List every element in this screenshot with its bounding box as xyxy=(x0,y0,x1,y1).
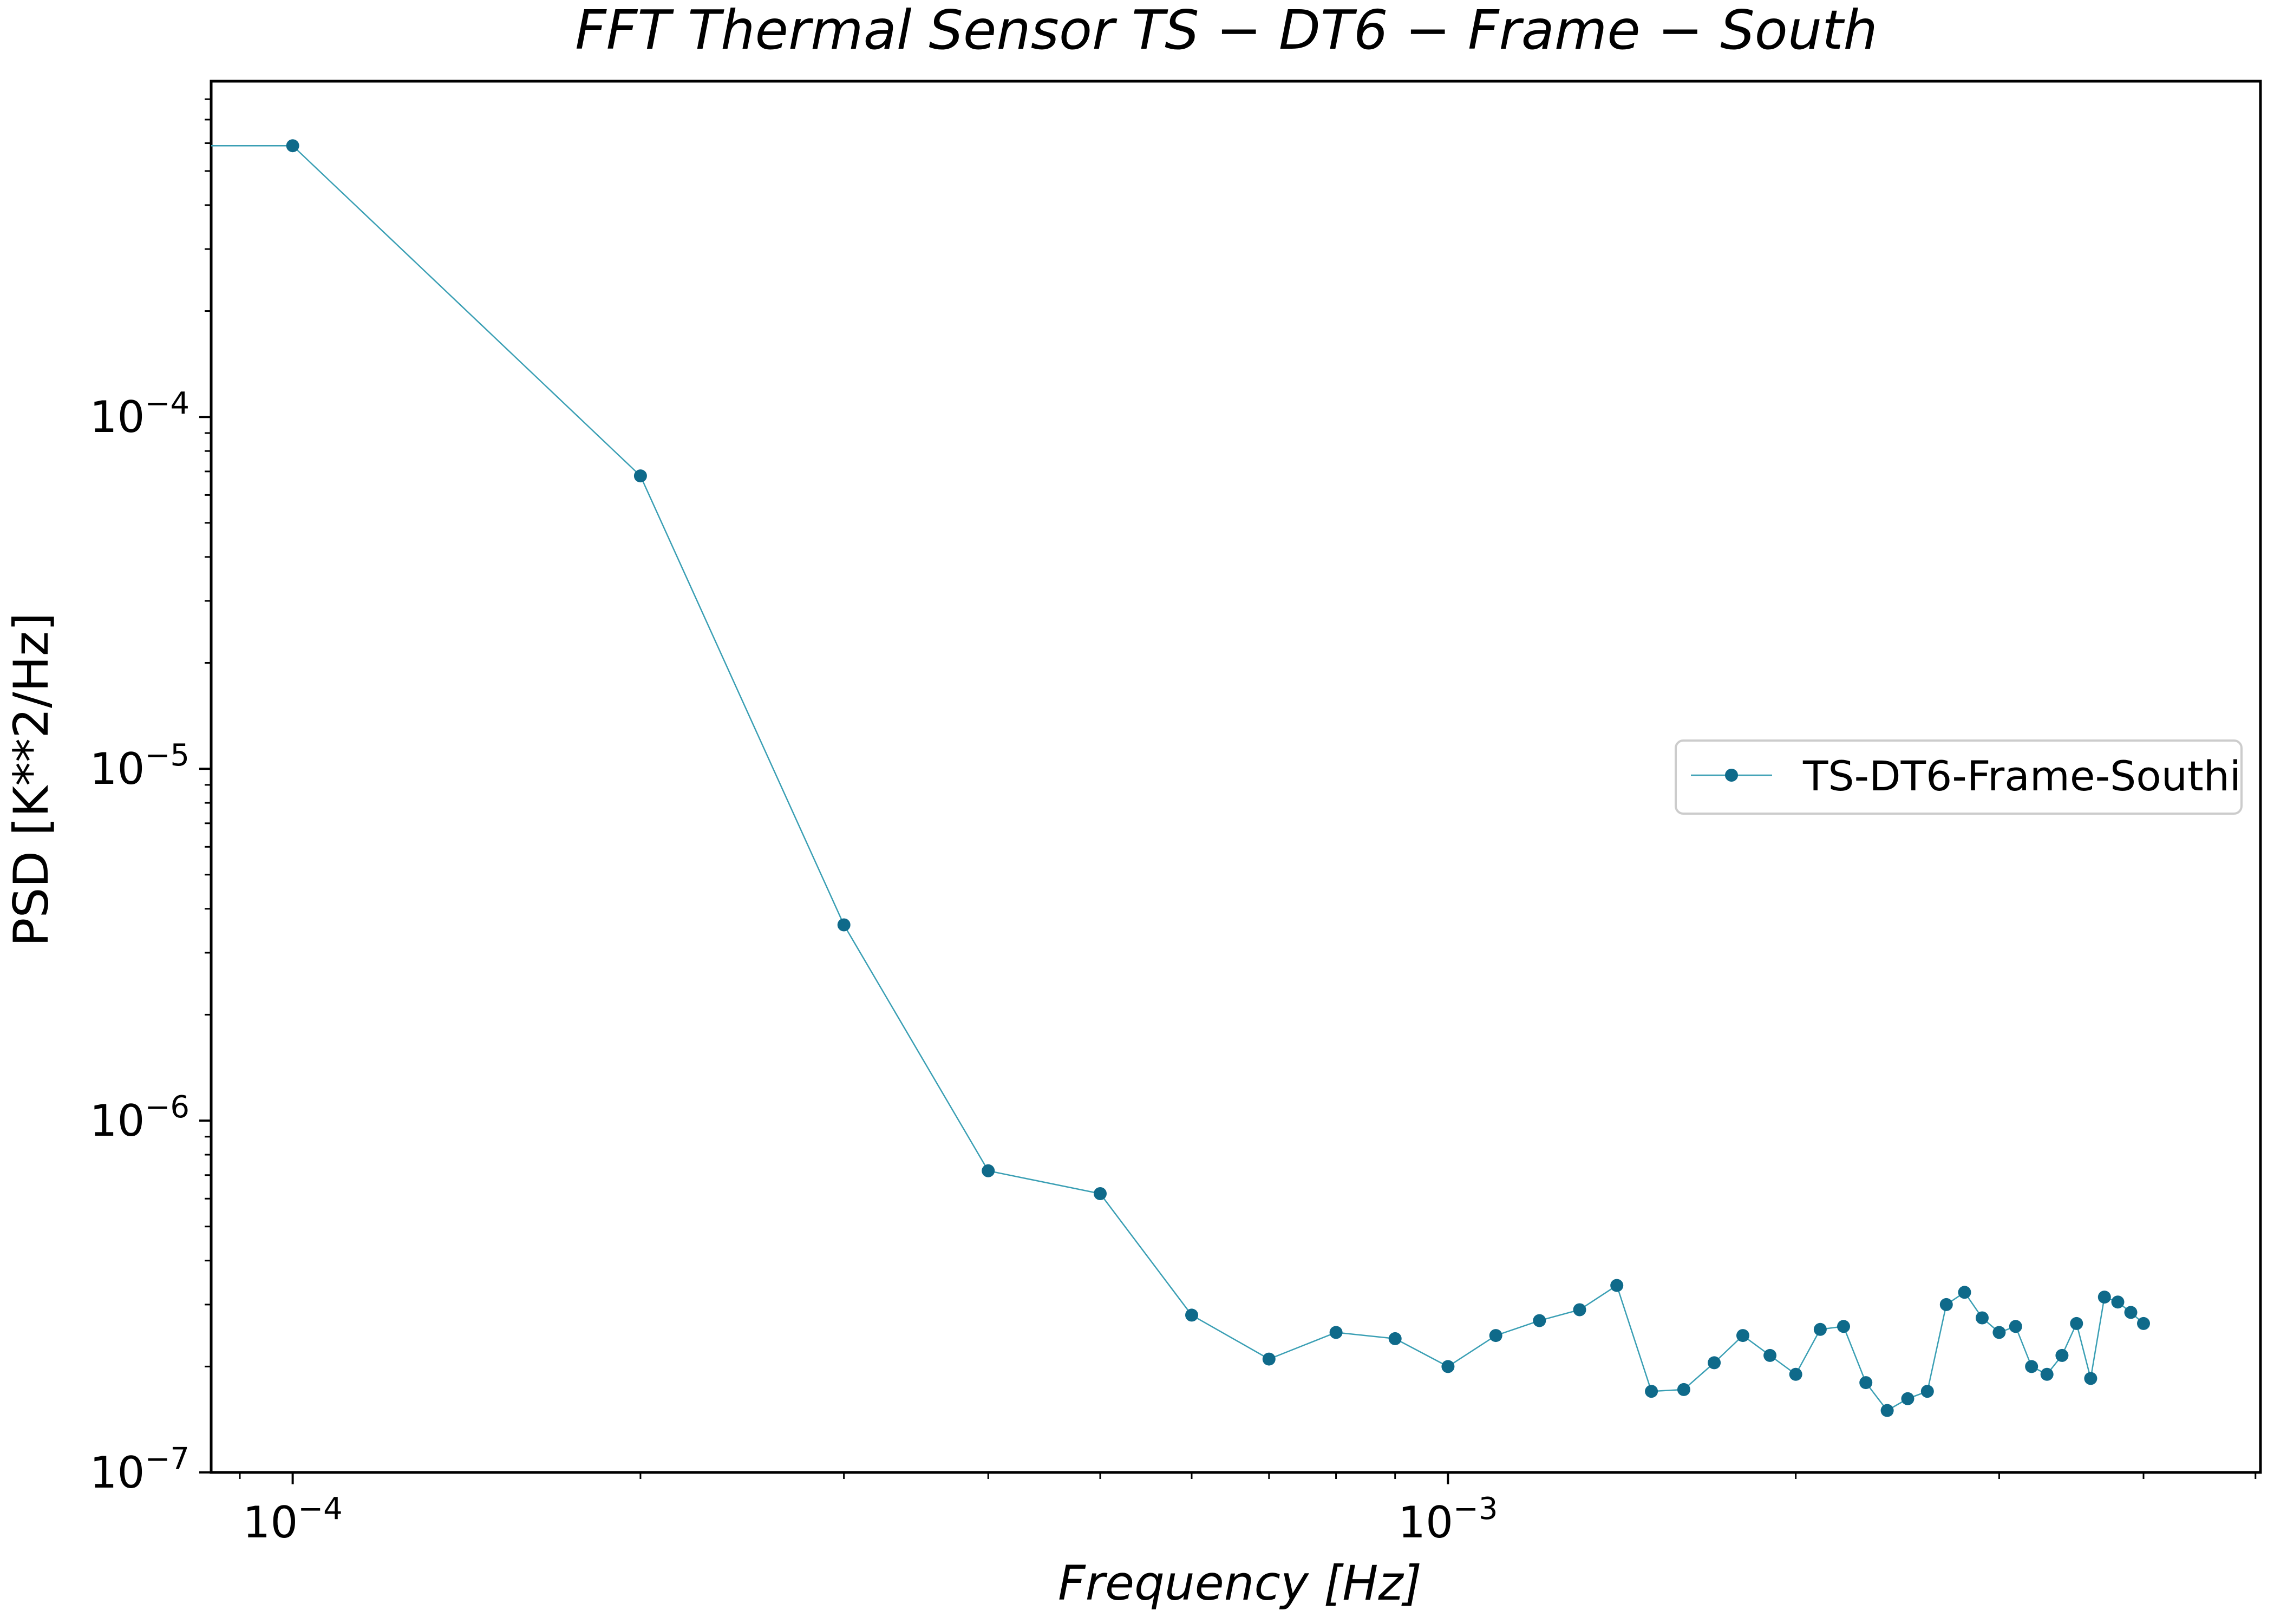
data-point xyxy=(1533,1314,1546,1327)
legend: TS-DT6-Frame-Southi xyxy=(1675,739,2243,815)
data-point xyxy=(1763,1348,1777,1362)
y-tick-label: 10−7 xyxy=(90,1442,190,1498)
x-axis-label: Frequency [Hz] xyxy=(1058,1555,1422,1611)
data-point xyxy=(1736,1329,1749,1343)
data-point xyxy=(286,139,299,153)
data-point xyxy=(1901,1392,1914,1405)
data-point xyxy=(1813,1322,1827,1336)
legend-label: TS-DT6-Frame-Southi xyxy=(1802,752,2241,800)
data-point xyxy=(1262,1352,1276,1366)
data-point xyxy=(982,1164,995,1177)
data-point xyxy=(2055,1348,2069,1362)
data-point xyxy=(2137,1317,2150,1330)
data-point xyxy=(1489,1329,1502,1343)
data-point xyxy=(1329,1326,1343,1339)
data-point xyxy=(1939,1298,1953,1311)
data-point xyxy=(633,469,647,483)
data-point xyxy=(1880,1404,1894,1417)
y-axis-label: PSD [K**2/Hz] xyxy=(3,612,59,946)
data-point xyxy=(2124,1306,2138,1319)
y-tick-label: 10−5 xyxy=(90,738,190,794)
data-point xyxy=(2084,1372,2097,1385)
data-point xyxy=(1185,1308,1198,1322)
chart-title: FFT Thermal Sensor TS − DT6 − Frame − So… xyxy=(575,0,1878,62)
y-tick-label: 10−6 xyxy=(90,1090,190,1146)
data-point xyxy=(1992,1326,2006,1339)
data-point xyxy=(1610,1279,1624,1292)
data-point xyxy=(1789,1367,1802,1381)
data-point xyxy=(2097,1291,2111,1304)
data-point xyxy=(1388,1332,1402,1345)
data-point xyxy=(1573,1303,1586,1317)
data-point xyxy=(2070,1317,2083,1330)
data-point xyxy=(1958,1286,1971,1299)
data-point xyxy=(1837,1320,1850,1333)
legend-frame xyxy=(1675,739,2243,815)
data-point xyxy=(2111,1295,2125,1309)
data-point xyxy=(1441,1360,1455,1373)
plot-area: 10−4 10−3 10−7 10−6 10−5 10−4 TS-DT6-Frame-Sou… xyxy=(90,80,2262,1548)
plot-frame xyxy=(210,80,2262,1474)
data-point xyxy=(2009,1320,2022,1333)
data-point xyxy=(1976,1311,1989,1325)
x-tick-label: 10−3 xyxy=(1398,1491,1498,1548)
x-tick-label: 10−4 xyxy=(243,1491,342,1548)
data-point xyxy=(1859,1376,1873,1390)
data-point xyxy=(1645,1385,1658,1398)
legend-marker-sample xyxy=(1725,769,1738,782)
data-point xyxy=(1920,1385,1934,1398)
data-point xyxy=(837,918,851,932)
y-tick-label: 10−4 xyxy=(90,386,190,442)
data-point xyxy=(1677,1383,1690,1396)
data-point xyxy=(2025,1360,2038,1373)
data-point xyxy=(1708,1356,1721,1370)
data-point xyxy=(1094,1187,1107,1200)
data-point xyxy=(2040,1367,2054,1381)
